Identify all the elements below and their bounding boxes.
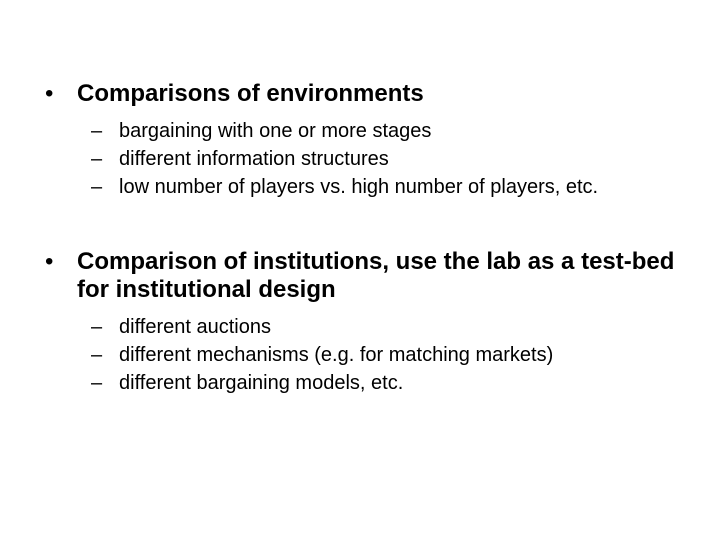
sub-list: – bargaining with one or more stages – d… [91,118,675,200]
bullet-heading-text: Comparisons of environments [77,80,424,108]
sub-list-item: – different bargaining models, etc. [91,370,675,396]
sub-item-text: bargaining with one or more stages [119,118,431,144]
bullet-heading-row: • Comparison of institutions, use the la… [45,248,675,304]
sub-list-item: – different mechanisms (e.g. for matchin… [91,342,675,368]
dash-icon: – [91,146,105,172]
sub-item-text: different bargaining models, etc. [119,370,403,396]
list-item: • Comparisons of environments – bargaini… [45,80,675,200]
dash-icon: – [91,314,105,340]
dash-icon: – [91,118,105,144]
sub-list: – different auctions – different mechani… [91,314,675,396]
slide-bullet-list: • Comparisons of environments – bargaini… [45,80,675,396]
sub-list-item: – low number of players vs. high number … [91,174,675,200]
sub-item-text: different mechanisms (e.g. for matching … [119,342,553,368]
dash-icon: – [91,174,105,200]
sub-list-item: – different information structures [91,146,675,172]
sub-item-text: low number of players vs. high number of… [119,174,598,200]
sub-item-text: different auctions [119,314,271,340]
sub-item-text: different information structures [119,146,389,172]
dash-icon: – [91,370,105,396]
sub-list-item: – bargaining with one or more stages [91,118,675,144]
bullet-icon: • [45,80,59,108]
list-item: • Comparison of institutions, use the la… [45,248,675,396]
bullet-icon: • [45,248,59,276]
sub-list-item: – different auctions [91,314,675,340]
bullet-heading-row: • Comparisons of environments [45,80,675,108]
dash-icon: – [91,342,105,368]
bullet-heading-text: Comparison of institutions, use the lab … [77,248,675,304]
